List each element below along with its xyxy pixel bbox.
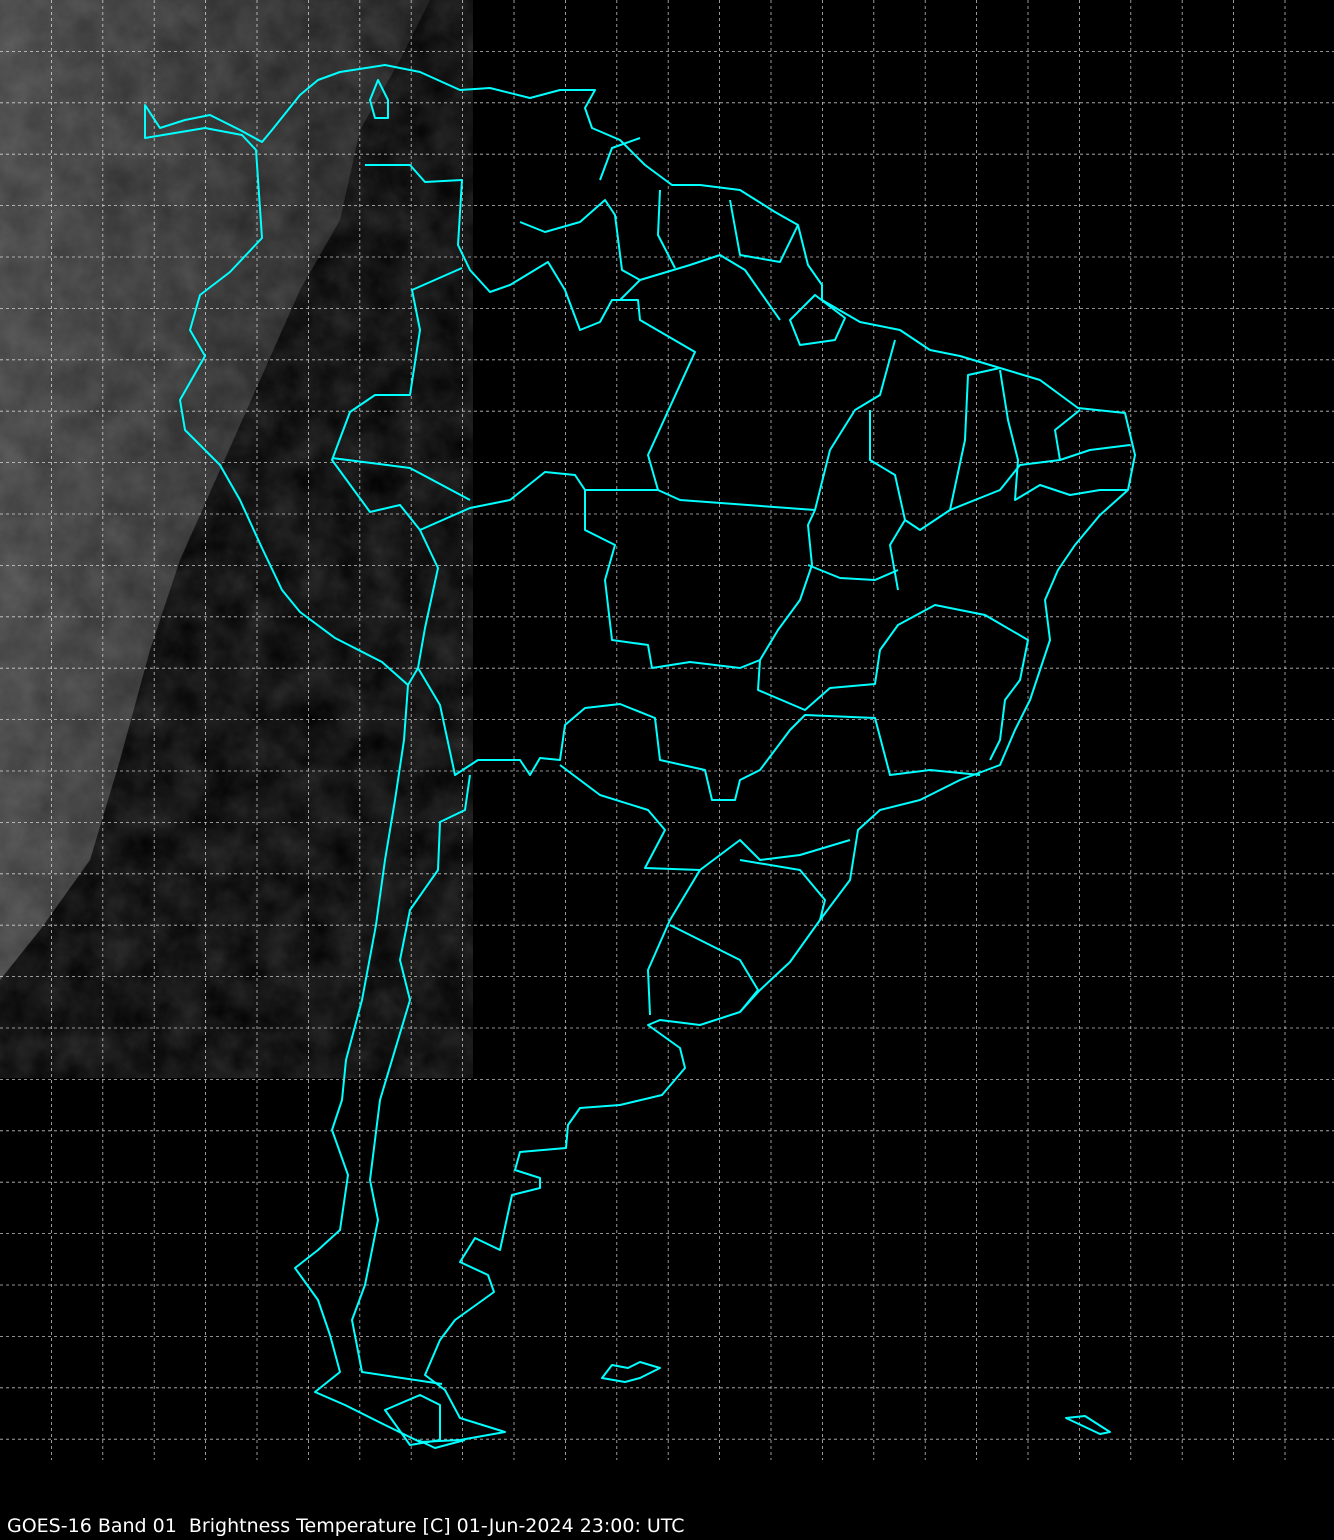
border	[331, 164, 696, 531]
border	[519, 137, 799, 321]
country-boundaries	[144, 64, 1136, 1449]
border	[331, 457, 981, 871]
satellite-map	[0, 0, 1334, 1460]
continent-coastline	[144, 64, 1136, 1443]
tierra-del-fuego	[384, 1394, 466, 1449]
lake-maracaibo	[369, 79, 389, 119]
border	[647, 859, 826, 1016]
cloud-texture	[0, 0, 430, 980]
falkland-islands	[601, 1361, 661, 1383]
border	[351, 774, 471, 1385]
border	[584, 489, 1029, 761]
image-caption: GOES-16 Band 01 Brightness Temperature […	[7, 1515, 685, 1537]
south-georgia	[1065, 1415, 1111, 1435]
marajo-island	[789, 294, 846, 346]
lat-lon-gridlines	[0, 0, 1334, 1460]
border	[807, 339, 1131, 591]
